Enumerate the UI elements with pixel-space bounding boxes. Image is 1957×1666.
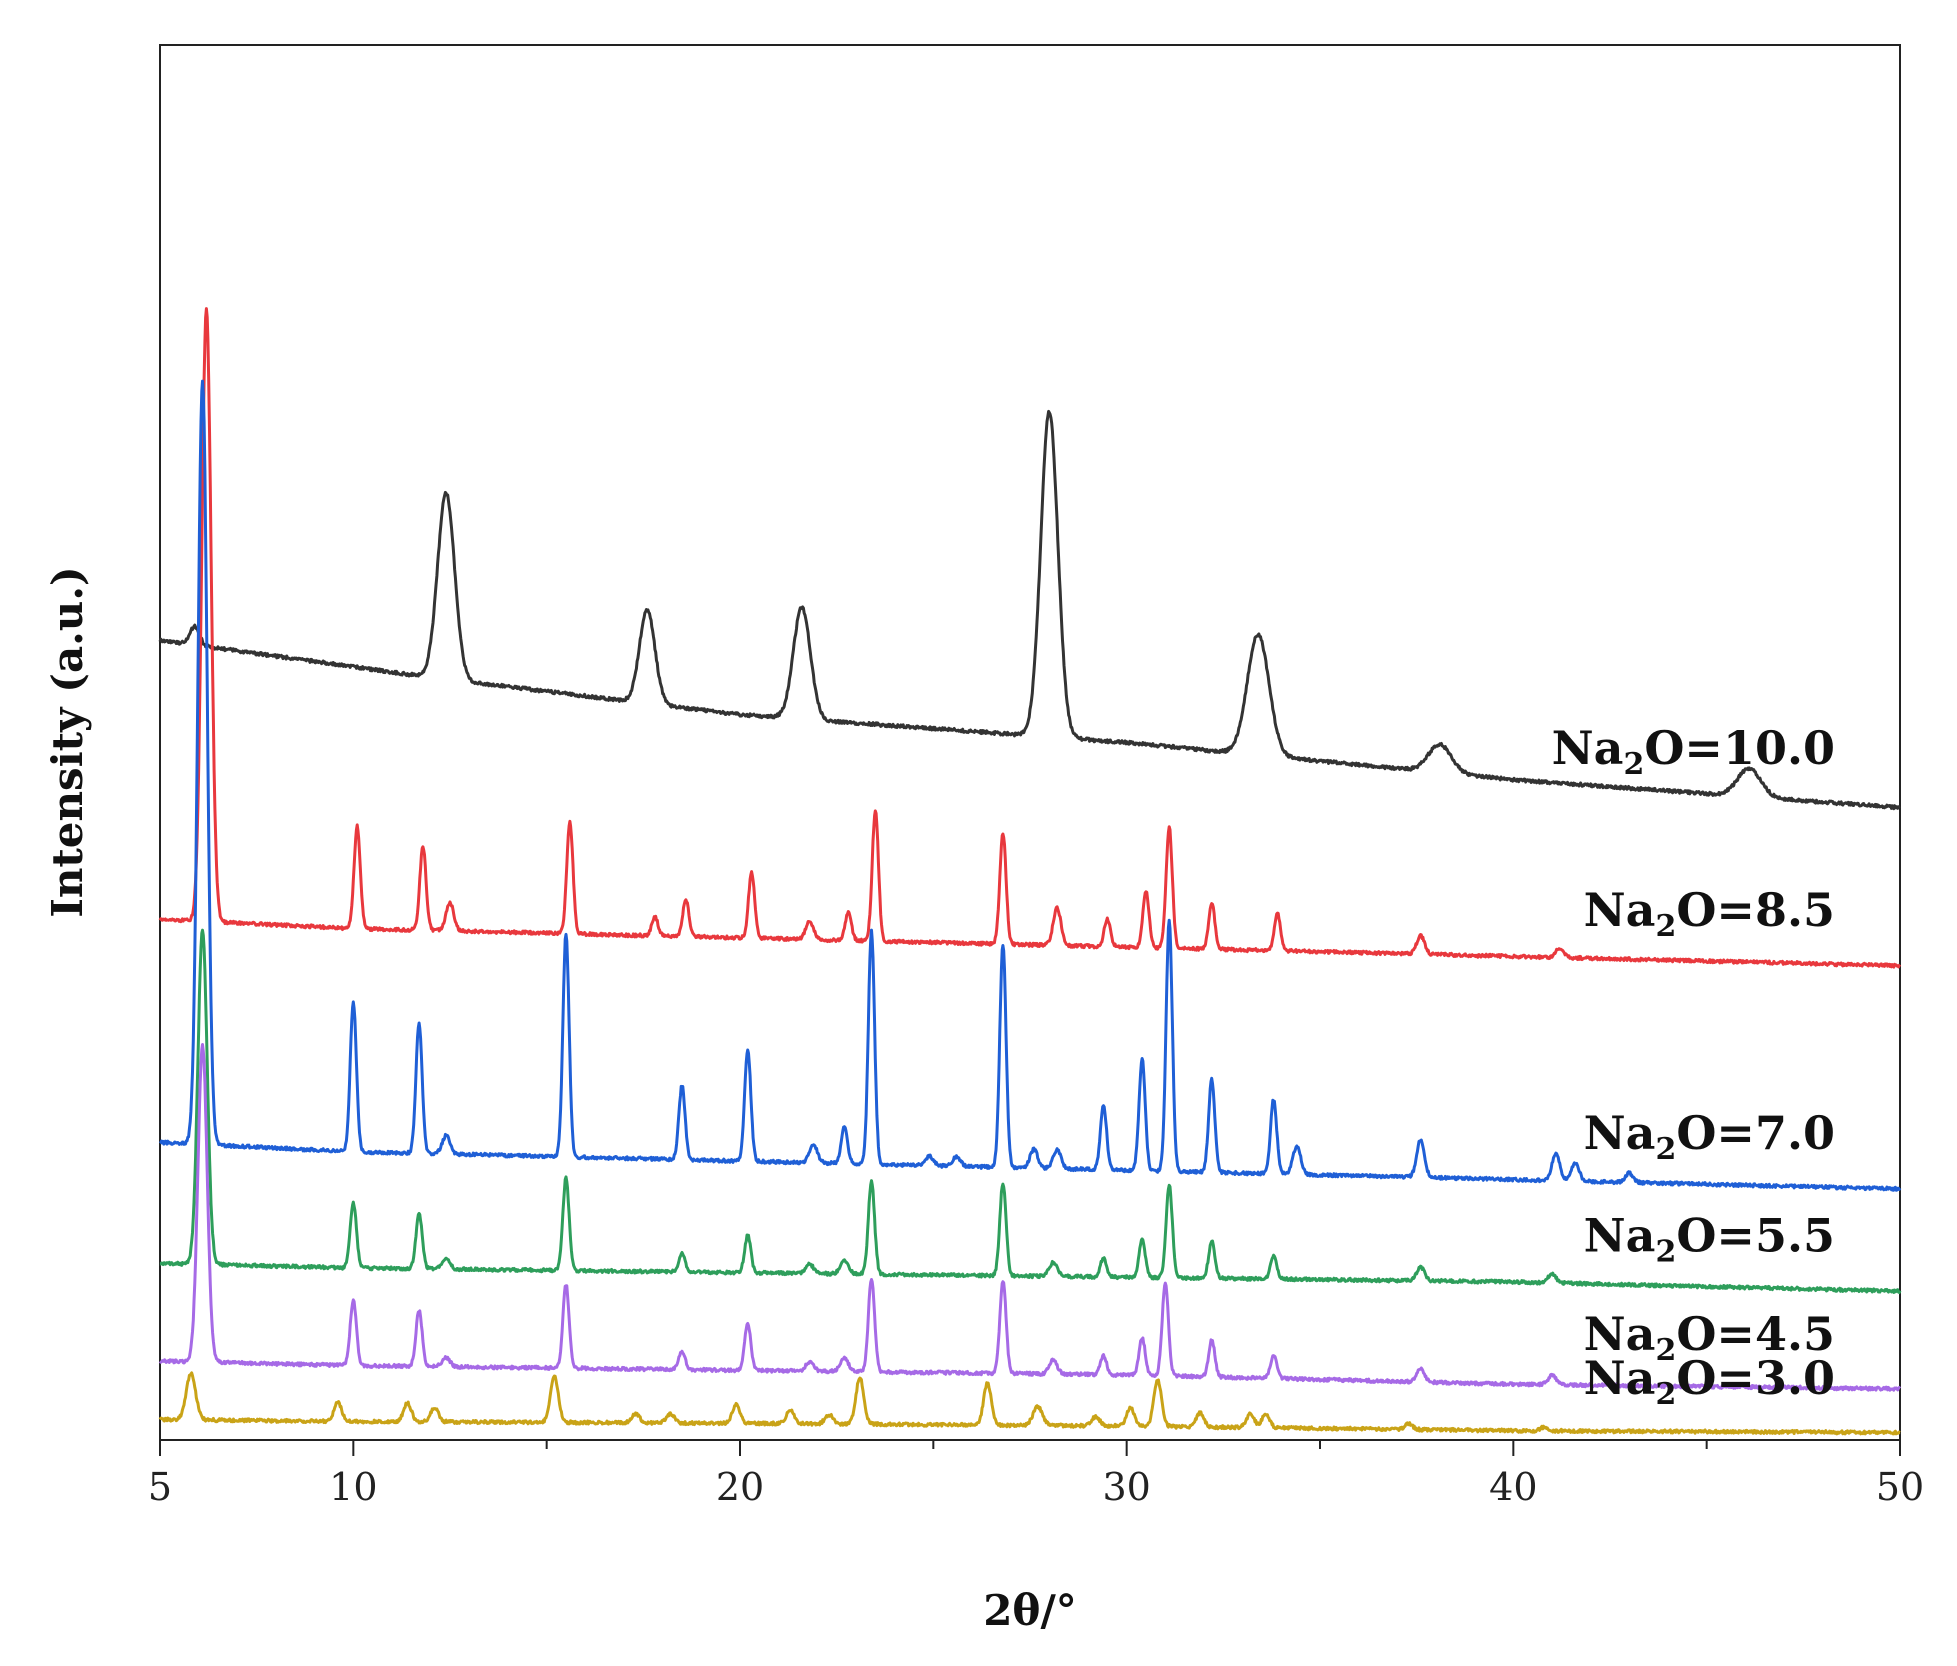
series-line-3 xyxy=(159,928,1902,1294)
x-tick-label-40: 40 xyxy=(1489,1465,1537,1509)
series-line-0 xyxy=(158,409,1901,811)
x-tick-label-50: 50 xyxy=(1876,1465,1924,1509)
series-labels: Na2O=10.0 Na2O=8.5 Na2O=7.0 Na2O=5.5 Na2O=4.… xyxy=(1552,721,1835,1412)
series-label-4: Na2O=4.5 xyxy=(1584,1307,1835,1368)
x-tick-label-30: 30 xyxy=(1102,1465,1150,1509)
series-line-2 xyxy=(158,379,1902,1192)
x-axis-title: 2θ/° xyxy=(983,1586,1077,1635)
series-label-0: Na2O=10.0 xyxy=(1552,721,1835,782)
x-tick-label-10: 10 xyxy=(329,1465,377,1509)
x-tick-label-20: 20 xyxy=(716,1465,764,1509)
series-line-5 xyxy=(158,1371,1901,1436)
x-axis: 5 10 20 30 40 50 xyxy=(148,1440,1924,1509)
series-line-1 xyxy=(158,307,1902,969)
series-group xyxy=(158,307,1902,1436)
series-label-3: Na2O=5.5 xyxy=(1584,1208,1835,1269)
series-line-4 xyxy=(158,1043,1902,1392)
y-axis-title: Intensity (a.u.) xyxy=(43,566,92,918)
series-label-2: Na2O=7.0 xyxy=(1584,1106,1835,1167)
x-tick-label-5: 5 xyxy=(148,1465,172,1509)
series-label-5: Na2O=3.0 xyxy=(1584,1351,1835,1412)
series-label-1: Na2O=8.5 xyxy=(1584,883,1835,944)
plot-frame xyxy=(159,44,1901,1441)
